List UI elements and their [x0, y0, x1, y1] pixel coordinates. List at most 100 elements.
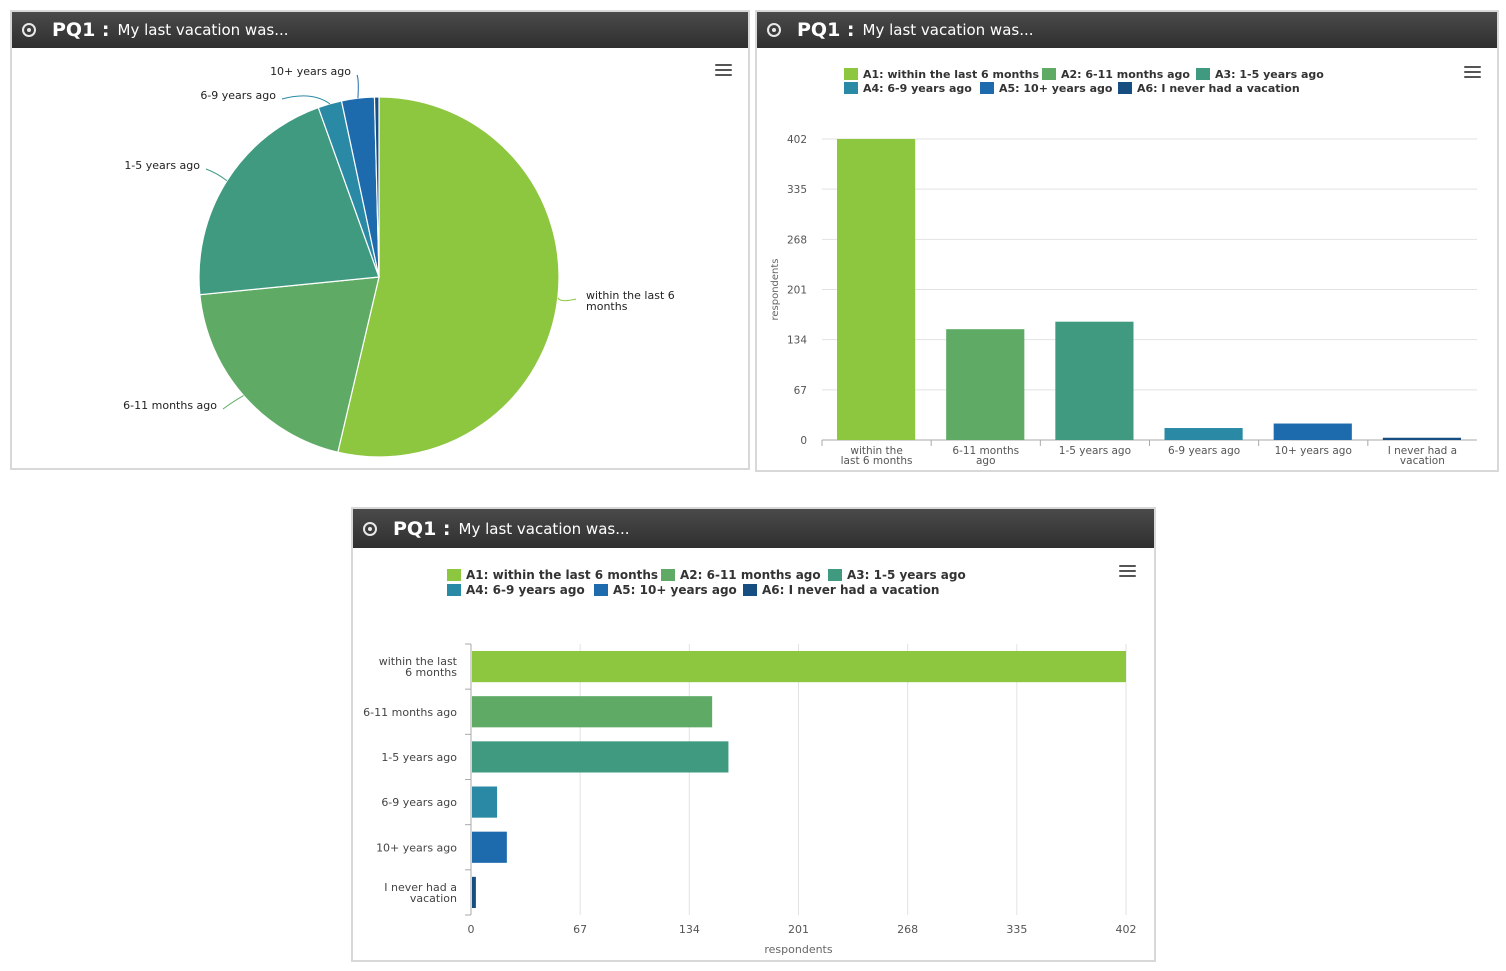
column-panel: PQ1 : My last vacation was... A1: within…: [755, 10, 1499, 472]
hamburger-menu-icon[interactable]: [1464, 66, 1481, 78]
legend-swatch: [828, 569, 842, 581]
pie-label: 6-9 years ago: [200, 89, 276, 102]
x-tick-label: vacation: [1400, 455, 1445, 467]
legend-item: A1: within the last 6 months: [466, 568, 658, 582]
y-tick-label: within the last: [379, 655, 458, 668]
column-chart: A1: within the last 6 months A2: 6-11 mon…: [770, 68, 1477, 467]
legend-swatch: [1118, 82, 1132, 94]
x-tick-label: 1-5 years ago: [1059, 445, 1131, 457]
y-tick-label: 201: [787, 285, 807, 297]
y-tick-label: 1-5 years ago: [381, 751, 457, 764]
x-tick-label: 201: [788, 923, 809, 936]
horizontal-bar: [472, 741, 729, 773]
legend-item: A2: 6-11 months ago: [1061, 68, 1190, 81]
y-tick-label: 67: [794, 385, 807, 397]
hamburger-menu-icon[interactable]: [1119, 565, 1136, 577]
x-tick-label: I never had a: [1388, 445, 1457, 457]
legend-item: A3: 1-5 years ago: [847, 568, 966, 582]
x-tick-label: within the: [850, 445, 902, 457]
pie-slice: [373, 96, 380, 278]
panel-header: PQ1 : My last vacation was...: [12, 12, 748, 48]
question-text: My last vacation was...: [117, 21, 289, 39]
horizontal-bar-chart: A1: within the last 6 months A2: 6-11 mon…: [363, 568, 1137, 956]
y-tick-label: 268: [787, 234, 807, 246]
x-tick-label: 0: [468, 923, 475, 936]
y-tick-label: vacation: [410, 892, 457, 905]
legend-item: A6: I never had a vacation: [762, 583, 939, 597]
x-tick-label: 10+ years ago: [1275, 445, 1352, 457]
y-tick-label: 6 months: [405, 666, 457, 679]
x-tick-label: 268: [897, 923, 918, 936]
x-axis-label: respondents: [764, 943, 832, 956]
legend-swatch: [447, 569, 461, 581]
question-id: PQ1 :: [52, 19, 110, 41]
column-bar: [1273, 423, 1352, 440]
x-tick-label: 6-11 months: [952, 445, 1019, 457]
pie-label: 6-11 months ago: [123, 399, 217, 412]
y-axis-label: respondents: [770, 258, 781, 320]
y-tick-label: 6-9 years ago: [381, 796, 457, 809]
pie-connector: [557, 297, 577, 302]
column-bar: [1164, 428, 1243, 440]
legend-item: A5: 10+ years ago: [999, 82, 1113, 95]
x-tick-label: 67: [573, 923, 587, 936]
y-tick-label: 402: [787, 134, 807, 146]
legend-item: A3: 1-5 years ago: [1215, 68, 1324, 81]
x-tick-label: 134: [679, 923, 700, 936]
legend-swatch: [844, 68, 858, 80]
pie-connector: [205, 168, 228, 182]
hamburger-menu-icon[interactable]: [715, 64, 732, 76]
legend-swatch: [1042, 68, 1056, 80]
legend-swatch: [844, 82, 858, 94]
pie-label: within the last 6: [586, 289, 675, 302]
y-tick-label: 335: [787, 184, 807, 196]
pie-label: 10+ years ago: [270, 65, 351, 78]
column-bar: [1055, 321, 1134, 440]
pie-label: 1-5 years ago: [124, 159, 200, 172]
column-bar: [1382, 437, 1461, 440]
pie-slice: [198, 106, 380, 296]
question-id: PQ1 :: [393, 517, 451, 540]
x-tick-label: last 6 months: [841, 455, 913, 467]
legend-item: A4: 6-9 years ago: [466, 583, 585, 597]
column-bar: [946, 329, 1025, 440]
legend-item: A4: 6-9 years ago: [863, 82, 972, 95]
y-tick-label: 134: [787, 335, 807, 347]
pie-connector: [222, 395, 244, 410]
legend-item: A6: I never had a vacation: [1137, 82, 1300, 95]
x-tick-label: 402: [1116, 923, 1137, 936]
pie-connector: [281, 95, 331, 105]
panel-header: PQ1 : My last vacation was...: [757, 12, 1497, 48]
horizontal-bar: [472, 786, 498, 818]
pie-label: months: [586, 300, 628, 313]
y-tick-label: I never had a: [384, 881, 457, 894]
radio-icon[interactable]: [767, 23, 781, 37]
question-id: PQ1 :: [797, 19, 855, 41]
x-tick-label: 6-9 years ago: [1168, 445, 1240, 457]
x-tick-label: ago: [976, 455, 996, 467]
legend-swatch: [661, 569, 675, 581]
legend-swatch: [743, 584, 757, 596]
question-text: My last vacation was...: [458, 519, 630, 538]
panel-header: PQ1 : My last vacation was...: [353, 509, 1154, 548]
y-tick-label: 10+ years ago: [376, 841, 457, 854]
legend-swatch: [980, 82, 994, 94]
legend-swatch: [594, 584, 608, 596]
radio-icon[interactable]: [22, 23, 36, 37]
y-tick-label: 0: [800, 435, 807, 447]
horizontal-bar: [472, 651, 1126, 683]
y-tick-label: 6-11 months ago: [363, 706, 457, 719]
legend-item: A2: 6-11 months ago: [680, 568, 821, 582]
column-bar: [837, 139, 916, 440]
x-tick-label: 335: [1006, 923, 1027, 936]
bar-panel: PQ1 : My last vacation was... A1: within…: [351, 507, 1156, 962]
radio-icon[interactable]: [363, 521, 377, 536]
legend-item: A5: 10+ years ago: [613, 583, 737, 597]
pie-connector: [356, 74, 359, 99]
horizontal-bar: [472, 696, 713, 728]
question-text: My last vacation was...: [862, 21, 1034, 39]
legend-swatch: [447, 584, 461, 596]
legend-item: A1: within the last 6 months: [863, 68, 1039, 81]
pie-panel: PQ1 : My last vacation was... within the…: [10, 10, 750, 470]
